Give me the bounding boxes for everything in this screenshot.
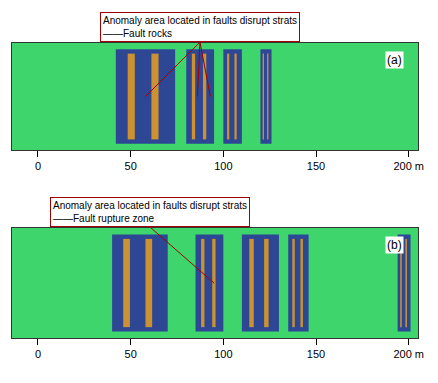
svg-text:200 m: 200 m <box>393 160 424 172</box>
svg-text:(b): (b) <box>387 238 402 252</box>
svg-text:150: 150 <box>307 348 325 360</box>
svg-text:150: 150 <box>307 160 325 172</box>
svg-text:Anomaly area located in faults: Anomaly area located in faults disrupt s… <box>53 200 247 224</box>
svg-text:50: 50 <box>125 160 137 172</box>
svg-text:Anomaly area located in faults: Anomaly area located in faults disrupt s… <box>103 15 297 39</box>
svg-text:0: 0 <box>35 160 41 172</box>
svg-text:100: 100 <box>214 160 232 172</box>
svg-text:200 m: 200 m <box>393 348 424 360</box>
svg-text:100: 100 <box>214 348 232 360</box>
svg-text:50: 50 <box>125 348 137 360</box>
svg-text:0: 0 <box>35 348 41 360</box>
svg-text:(a): (a) <box>387 53 402 67</box>
